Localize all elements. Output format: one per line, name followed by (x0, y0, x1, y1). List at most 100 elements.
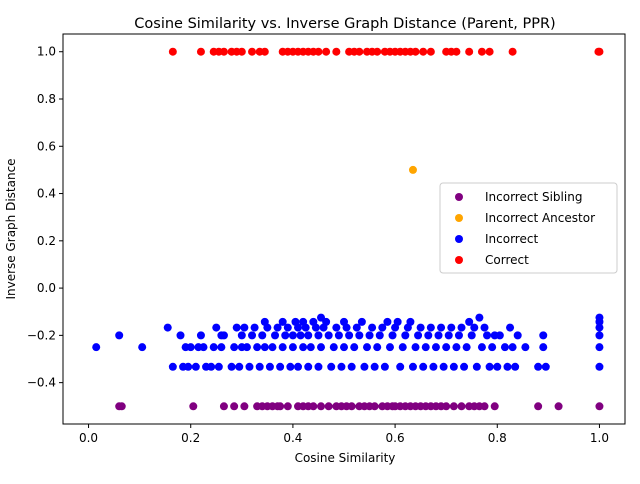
data-point (480, 323, 489, 332)
data-point (472, 362, 481, 371)
series-correct (168, 47, 604, 56)
data-point (196, 331, 205, 340)
data-point (273, 323, 282, 332)
x-tick-label: 1.0 (590, 431, 609, 445)
legend-label-correct: Correct (485, 253, 529, 267)
data-point (240, 402, 249, 411)
data-point (304, 362, 313, 371)
data-point (265, 362, 274, 371)
y-tick-label: −0.4 (27, 376, 56, 390)
data-point (411, 47, 420, 56)
data-point (301, 323, 310, 332)
data-point (191, 362, 200, 371)
data-point (401, 331, 410, 340)
data-point (288, 343, 297, 352)
data-point (253, 343, 262, 352)
data-point (421, 343, 430, 352)
data-point (511, 362, 520, 371)
data-point (457, 323, 466, 332)
data-point (490, 402, 499, 411)
data-point (288, 331, 297, 340)
data-point (437, 323, 446, 332)
legend-label-incorrect-ancestor: Incorrect Ancestor (485, 211, 595, 225)
data-point (493, 362, 502, 371)
data-point (276, 402, 285, 411)
data-point (138, 343, 147, 352)
data-point (329, 343, 338, 352)
data-point (431, 343, 440, 352)
data-point (168, 47, 177, 56)
x-tick-label: 0.2 (181, 431, 200, 445)
data-point (296, 331, 305, 340)
data-point (278, 317, 287, 326)
data-point (462, 343, 471, 352)
data-point (345, 331, 354, 340)
data-point (332, 323, 341, 332)
data-point (219, 47, 228, 56)
data-point (237, 47, 246, 56)
legend-marker-incorrect-sibling (455, 193, 463, 201)
data-point (196, 47, 205, 56)
data-point (457, 402, 466, 411)
data-point (214, 362, 223, 371)
data-point (217, 343, 226, 352)
data-point (342, 323, 351, 332)
data-point (465, 47, 474, 56)
data-point (513, 331, 522, 340)
data-point (426, 47, 435, 56)
data-point (314, 331, 323, 340)
data-point (385, 343, 394, 352)
data-point (370, 402, 379, 411)
data-point (115, 331, 124, 340)
data-point (299, 343, 308, 352)
y-tick-label: 0.4 (37, 187, 56, 201)
data-point (184, 362, 193, 371)
x-tick-label: 0.0 (79, 431, 98, 445)
axes-layer: 0.0 0.2 0.4 0.6 0.8 1.0 −0.4 −0.2 0.0 0.2 0.4 0.6 0.… (27, 45, 609, 445)
data-point (207, 362, 216, 371)
data-point (373, 47, 382, 56)
data-point (554, 402, 563, 411)
data-point (237, 331, 246, 340)
data-point (260, 47, 269, 56)
chart-title: Cosine Similarity vs. Inverse Graph Dist… (134, 16, 555, 32)
data-point (230, 402, 239, 411)
points-layer (92, 47, 604, 411)
data-point (541, 362, 550, 371)
data-point (370, 362, 379, 371)
data-point (186, 343, 195, 352)
data-point (227, 362, 236, 371)
y-tick-label: 0.2 (37, 234, 56, 248)
data-point (355, 331, 364, 340)
data-point (595, 323, 604, 332)
data-point (419, 47, 428, 56)
plot-area-frame (62, 33, 626, 425)
series-incorrect-sibling (115, 402, 604, 411)
data-point (460, 362, 469, 371)
data-point (268, 343, 277, 352)
data-point (408, 165, 417, 174)
data-point (276, 362, 285, 371)
data-point (322, 47, 331, 56)
data-point (595, 343, 604, 352)
data-point (383, 317, 392, 326)
data-point (324, 331, 333, 340)
data-point (263, 323, 272, 332)
legend-box (439, 182, 618, 274)
data-point (426, 323, 435, 332)
data-point (309, 402, 318, 411)
y-tick-label: 0.6 (37, 139, 56, 153)
data-point (317, 343, 326, 352)
legend-marker-correct (455, 256, 463, 264)
data-point (260, 343, 269, 352)
data-point (406, 317, 415, 326)
data-point (454, 331, 463, 340)
data-point (378, 323, 387, 332)
y-axis-label: Inverse Graph Distance (4, 158, 18, 299)
data-point (355, 47, 364, 56)
data-point (449, 402, 458, 411)
data-point (488, 343, 497, 352)
data-point (306, 343, 315, 352)
